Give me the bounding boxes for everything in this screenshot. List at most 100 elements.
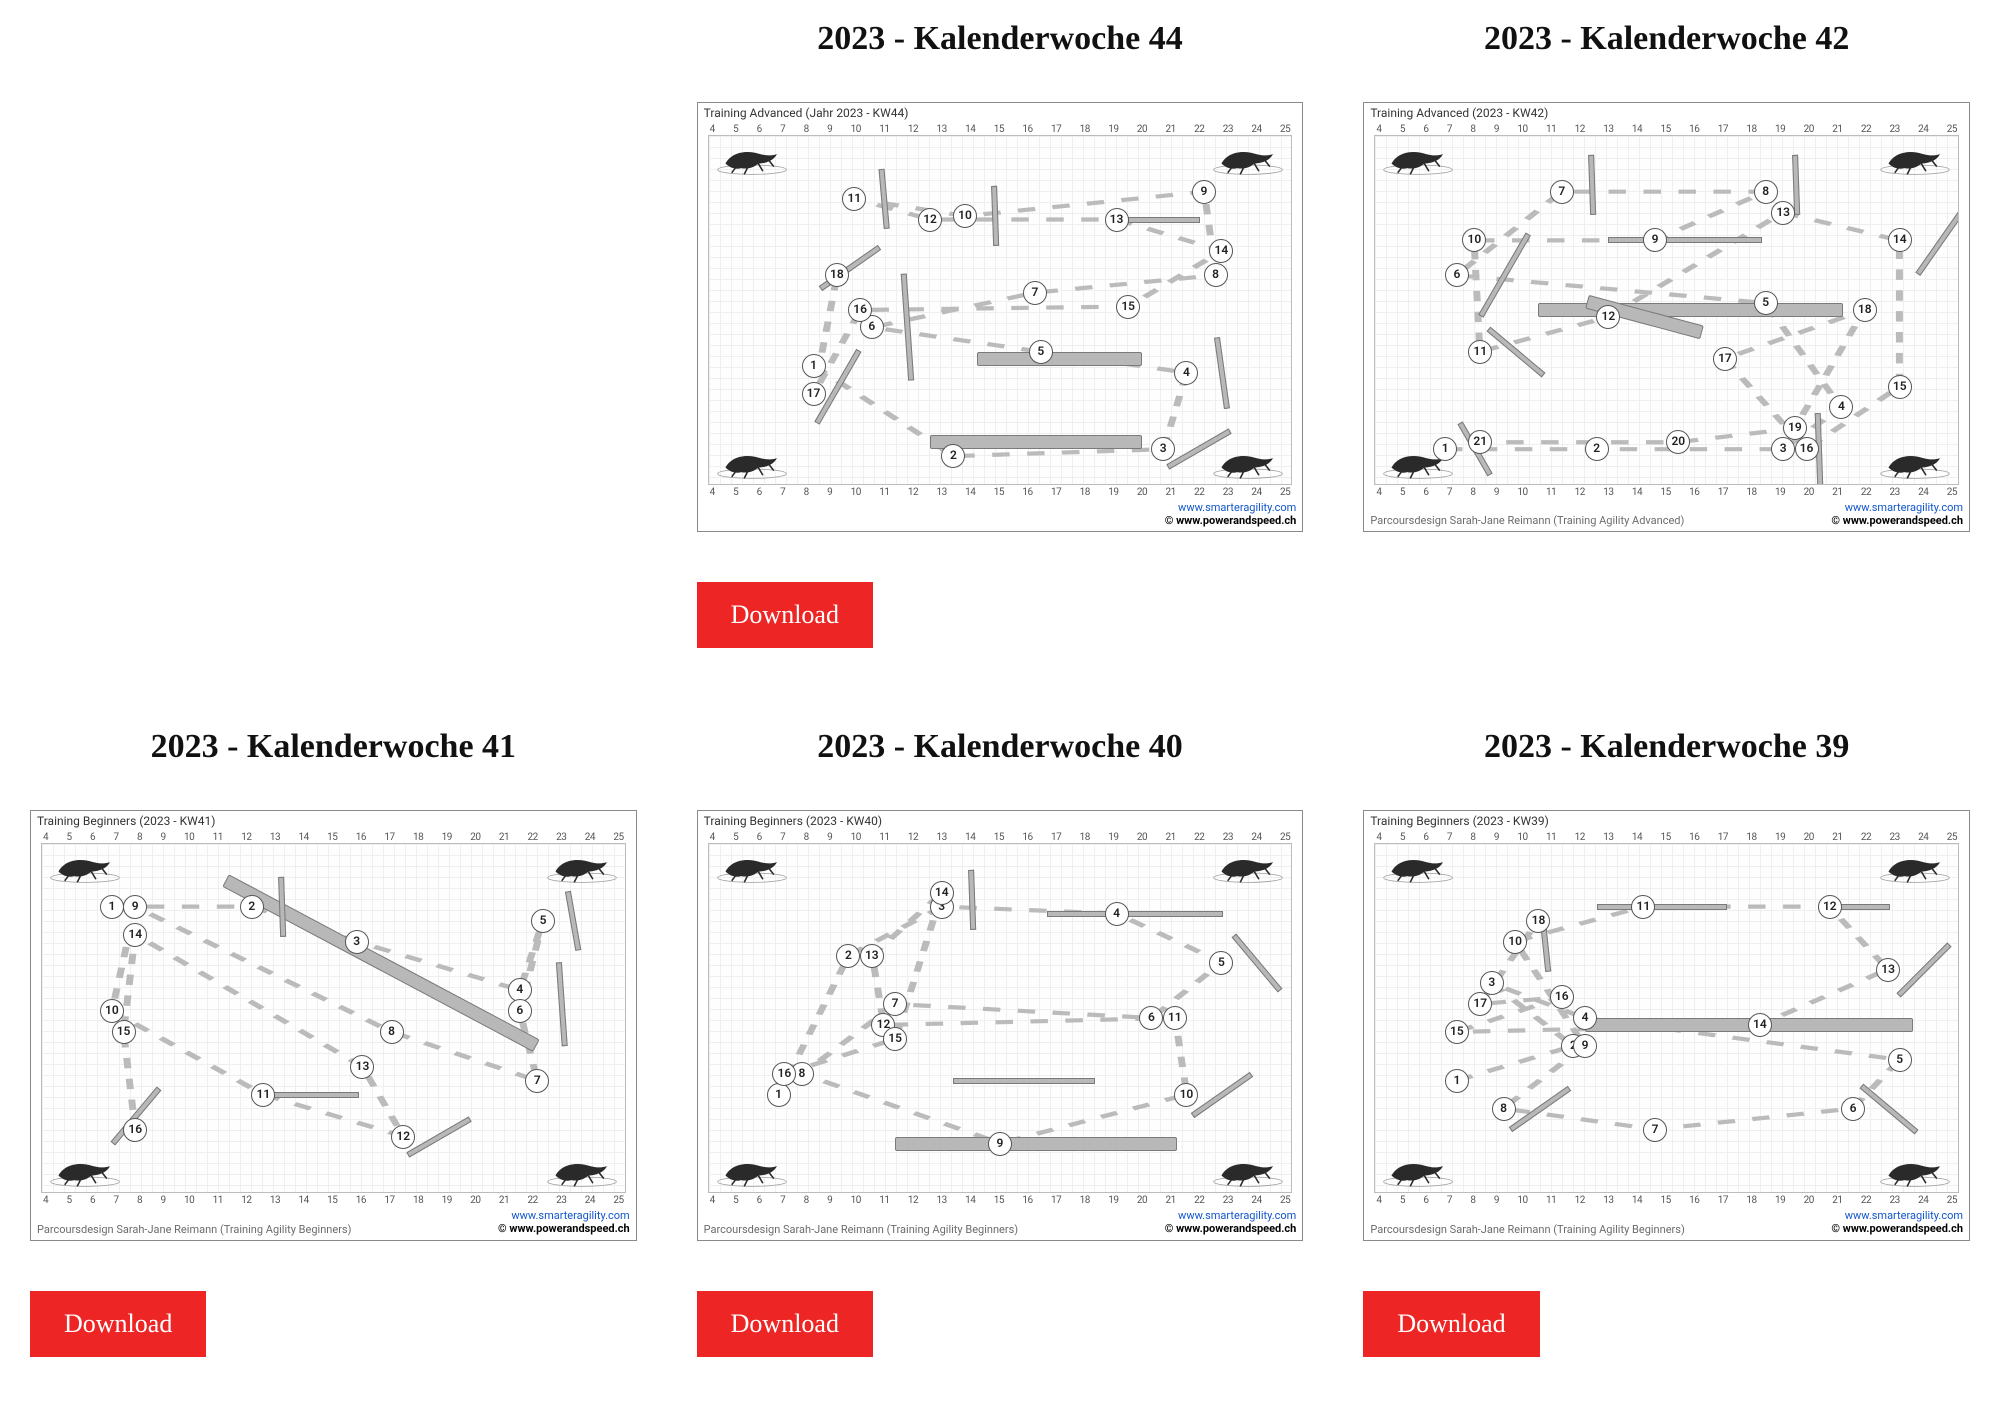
- course-node: 5: [1888, 1048, 1912, 1072]
- course-node: 2: [1585, 437, 1609, 461]
- course-node: 13: [1876, 958, 1900, 982]
- course-node: 4: [1174, 361, 1198, 385]
- course-node: 16: [848, 298, 872, 322]
- course-node: 14: [123, 923, 147, 947]
- course-node: 6: [1841, 1097, 1865, 1121]
- course-node: 17: [802, 382, 826, 406]
- course-node: 15: [1888, 375, 1912, 399]
- designer-credit: Parcoursdesign Sarah-Jane Reimann (Train…: [1370, 514, 1684, 527]
- course-node: 8: [1754, 180, 1778, 204]
- course-node: 1: [767, 1083, 791, 1107]
- course-node: 18: [1853, 298, 1877, 322]
- card-kw41: 2023 - Kalenderwoche 41 Training Beginne…: [30, 728, 637, 1356]
- diagram-kw39[interactable]: Training Beginners (2023 - KW39) 45678910…: [1363, 810, 1970, 1240]
- course-node: 12: [391, 1125, 415, 1149]
- designer-credit: Parcoursdesign Sarah-Jane Reimann (Train…: [704, 1223, 1018, 1236]
- axis-bottom: 45678910111213141516171819202122232425: [31, 1193, 636, 1208]
- course-node: 20: [1666, 430, 1690, 454]
- course-node: 11: [1163, 1006, 1187, 1030]
- card-kw40: 2023 - Kalenderwoche 40 Training Beginne…: [697, 728, 1304, 1356]
- course-node: 15: [112, 1020, 136, 1044]
- course-node: 1: [1445, 1069, 1469, 1093]
- course-node: 13: [350, 1055, 374, 1079]
- diagram-internal-title: Training Beginners (2023 - KW41): [31, 811, 636, 830]
- obstacle: [977, 352, 1142, 366]
- course-node: 2: [941, 444, 965, 468]
- card-title: 2023 - Kalenderwoche 40: [697, 728, 1304, 766]
- course-node: 10: [1503, 930, 1527, 954]
- course-node: 15: [1445, 1020, 1469, 1044]
- course-node: 11: [1631, 895, 1655, 919]
- course-node: 7: [1023, 281, 1047, 305]
- course-node: 10: [1462, 228, 1486, 252]
- axis-top: 45678910111213141516171819202122232425: [31, 830, 636, 843]
- course-node: 15: [1116, 295, 1140, 319]
- course-node: 5: [1209, 951, 1233, 975]
- course-node: 19: [1783, 416, 1807, 440]
- obstacle: [953, 1078, 1095, 1084]
- source-link[interactable]: www.smarteragility.com: [1831, 502, 1963, 515]
- axis-bottom: 45678910111213141516171819202122232425: [698, 1193, 1303, 1208]
- course-node: 16: [123, 1118, 147, 1142]
- course-node: 18: [1526, 909, 1550, 933]
- source-link[interactable]: www.smarteragility.com: [1165, 502, 1297, 515]
- course-node: 9: [1643, 228, 1667, 252]
- plot-area: 123456789101112131415161718192021: [1374, 135, 1959, 485]
- course-node: 16: [1795, 437, 1819, 461]
- course-node: 4: [1829, 395, 1853, 419]
- obstacle: [1047, 911, 1224, 917]
- copyright-text: © www.powerandspeed.ch: [1831, 1223, 1963, 1236]
- course-node: 13: [860, 944, 884, 968]
- plot-area: 12345678910111213141516: [41, 843, 626, 1193]
- diagram-internal-title: Training Beginners (2023 - KW39): [1364, 811, 1969, 830]
- course-node: 2: [240, 895, 264, 919]
- course-node: 10: [953, 204, 977, 228]
- diagram-kw44[interactable]: Training Advanced (Jahr 2023 - KW44)4567…: [697, 102, 1304, 532]
- diagram-footer: Parcoursdesign Sarah-Jane Reimann (Train…: [31, 1208, 636, 1239]
- course-node: 13: [1105, 208, 1129, 232]
- diagram-footer: www.smarteragility.com© www.powerandspee…: [698, 500, 1303, 531]
- copyright-text: © www.powerandspeed.ch: [1165, 515, 1297, 528]
- diagram-internal-title: Training Advanced (Jahr 2023 - KW44): [698, 103, 1303, 122]
- axis-bottom: 45678910111213141516171819202122232425: [1364, 1193, 1969, 1208]
- diagram-kw40[interactable]: Training Beginners (2023 - KW40)45678910…: [697, 810, 1304, 1240]
- course-node: 18: [825, 263, 849, 287]
- plot-area: 123456789101112131415161718: [708, 135, 1293, 485]
- plot-area: 123456789101112131415161718: [1374, 843, 1959, 1193]
- obstacle: [895, 1137, 1177, 1151]
- diagram-kw41[interactable]: Training Beginners (2023 - KW41)45678910…: [30, 810, 637, 1240]
- diagram-internal-title: Training Beginners (2023 - KW40): [698, 811, 1303, 830]
- course-node: 9: [1192, 180, 1216, 204]
- axis-top: 45678910111213141516171819202122232425: [1364, 122, 1969, 135]
- course-node: 3: [345, 930, 369, 954]
- course-node: 1: [100, 895, 124, 919]
- card-grid: 2023 - Kalenderwoche 44 Training Advance…: [30, 20, 1970, 1357]
- course-node: 9: [123, 895, 147, 919]
- download-button[interactable]: Download: [1363, 1291, 1539, 1357]
- course-node: 6: [508, 999, 532, 1023]
- download-button[interactable]: Download: [30, 1291, 206, 1357]
- course-node: 9: [988, 1132, 1012, 1156]
- axis-top: 45678910111213141516171819202122232425: [698, 830, 1303, 843]
- page: 2023 - Kalenderwoche 44 Training Advance…: [0, 0, 2000, 1417]
- course-node: 9: [1573, 1034, 1597, 1058]
- download-button[interactable]: Download: [697, 1291, 873, 1357]
- copyright-text: © www.powerandspeed.ch: [498, 1223, 630, 1236]
- card-title: 2023 - Kalenderwoche 44: [697, 20, 1304, 58]
- download-button[interactable]: Download: [697, 582, 873, 648]
- course-node: 5: [1754, 291, 1778, 315]
- card-kw39: 2023 - Kalenderwoche 39 Training Beginne…: [1363, 728, 1970, 1356]
- course-node: 1: [1433, 437, 1457, 461]
- diagram-internal-title: Training Advanced (2023 - KW42): [1364, 103, 1969, 122]
- diagram-footer: Parcoursdesign Sarah-Jane Reimann (Train…: [1364, 500, 1969, 531]
- course-node: 8: [380, 1020, 404, 1044]
- course-node: 21: [1468, 430, 1492, 454]
- course-node: 14: [1748, 1013, 1772, 1037]
- diagram-footer: Parcoursdesign Sarah-Jane Reimann (Train…: [1364, 1208, 1969, 1239]
- course-node: 3: [1771, 437, 1795, 461]
- course-node: 17: [1468, 992, 1492, 1016]
- diagram-kw42[interactable]: Training Advanced (2023 - KW42)456789101…: [1363, 102, 1970, 532]
- plot-area: 12345678910111213141516: [708, 843, 1293, 1193]
- course-node: 7: [525, 1069, 549, 1093]
- course-node: 16: [772, 1062, 796, 1086]
